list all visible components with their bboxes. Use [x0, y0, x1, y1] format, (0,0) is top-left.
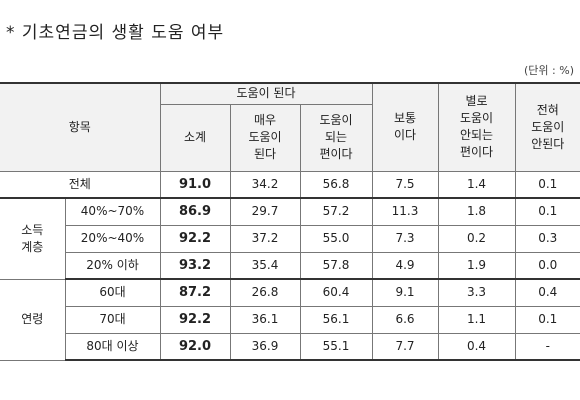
- text-line: 된다: [253, 147, 277, 161]
- data-row: 80대 이상 92.0 36.9 55.1 7.7 0.4-: [0, 332, 580, 361]
- value-cell: 36.1: [229, 305, 301, 334]
- value-cell: 92.0: [159, 332, 231, 361]
- value-cell: 7.7: [371, 332, 439, 361]
- text-line: 안되는: [459, 128, 494, 143]
- value-cell: 7.5: [371, 170, 439, 199]
- text-line: 계층: [21, 239, 44, 254]
- text-line: 매우: [253, 113, 277, 127]
- value-cell: 7.3: [371, 224, 439, 253]
- value-cell: 35.4: [229, 251, 301, 280]
- header-cell: 소계: [160, 103, 231, 172]
- data-row: 20%~40% 92.2 37.2 55.0 7.3 0.2 0.3: [0, 224, 580, 253]
- header-row: 항목 도움이 된다 보통 이다 별로 도움이 안되는 편이다 전혀 도움이 안된다: [0, 82, 580, 172]
- value-cell: 3.3: [437, 278, 516, 307]
- value-cell: 1.4: [437, 170, 516, 199]
- value-cell: 11.3: [371, 197, 439, 226]
- row-label: 40%~70%: [64, 197, 161, 226]
- value-cell: 36.9: [229, 332, 301, 361]
- data-row: 전체 91.0 34.2 56.8 7.5 1.4 0.1: [0, 170, 580, 199]
- group-label: 연령: [0, 278, 66, 361]
- value-cell: 56.1: [299, 305, 373, 334]
- value-cell: 55.1: [299, 332, 373, 361]
- header-cell: 항목: [0, 82, 161, 172]
- text-line: 도움이: [319, 113, 353, 127]
- row-label: 20%~40%: [65, 224, 161, 253]
- row-label: 20% 이하: [65, 251, 161, 280]
- title: * 기초연금의 생활 도움 여부: [6, 23, 225, 43]
- value-cell: 26.8: [229, 278, 301, 307]
- text-line: 도움이: [531, 119, 565, 134]
- value-cell: 0.1: [514, 305, 580, 334]
- text-line: 도움이: [248, 130, 282, 144]
- value-cell: 57.2: [299, 197, 373, 226]
- text-line: 되는: [324, 130, 348, 144]
- value-cell: 1.1: [437, 305, 516, 334]
- value-cell: 57.8: [299, 251, 373, 280]
- data-row: 20% 이하 93.2 35.4 57.8 4.9 1.9 0.0: [0, 251, 580, 280]
- value-cell: 0.4: [437, 332, 516, 361]
- text-line: 이다: [393, 128, 417, 143]
- value-cell: 92.2: [159, 305, 231, 334]
- text-line: 소계: [183, 130, 207, 144]
- value-cell: 34.2: [229, 170, 301, 199]
- value-cell: 60.4: [299, 278, 373, 307]
- text-line: 전혀: [536, 102, 559, 117]
- text-line: 소득: [21, 222, 44, 237]
- value-cell: 0.2: [437, 224, 516, 253]
- value-cell: 93.2: [159, 251, 231, 280]
- data-row: 연령 60대 87.2 26.8 60.4 9.1 3.3 0.4: [0, 278, 580, 361]
- row-label: 70대: [65, 305, 161, 334]
- value-cell: 86.9: [159, 197, 231, 226]
- value-cell: 92.2: [159, 224, 231, 253]
- text-line: 편이다: [459, 145, 494, 160]
- value-cell: 9.1: [371, 278, 439, 307]
- unit-note: (단위 : %): [524, 64, 574, 77]
- text-line: 별로: [465, 94, 488, 109]
- value-cell: 6.6: [371, 305, 439, 334]
- value-cell: 0.1: [514, 170, 580, 199]
- text-line: 보통: [393, 111, 417, 126]
- value-cell: 1.9: [437, 251, 516, 280]
- value-cell: 91.0: [159, 170, 231, 199]
- value-cell: 0.3: [514, 224, 580, 253]
- value-cell: 1.8: [437, 197, 516, 226]
- text-line: 편이다: [319, 147, 353, 161]
- text-line: 연령: [21, 312, 44, 326]
- value-cell: 55.0: [299, 224, 373, 253]
- value-cell: 29.7: [229, 197, 301, 226]
- value-cell: 4.9: [371, 251, 439, 280]
- value-cell: 37.2: [229, 224, 301, 253]
- text-line: 안된다: [531, 136, 565, 151]
- data-row: 70대 92.2 36.1 56.1 6.6 1.1 0.1: [0, 305, 580, 334]
- value-cell: 87.2: [159, 278, 231, 307]
- header-cell: 도움이 된다: [159, 82, 373, 105]
- row-label: 전체: [0, 170, 161, 199]
- value-cell: -: [514, 332, 580, 361]
- row-label: 80대 이상: [65, 332, 161, 361]
- table: 항목 도움이 된다 보통 이다 별로 도움이 안되는 편이다 전혀 도움이 안된다 소계 매우 도움이 된다…: [0, 82, 580, 361]
- row-label: 60대: [64, 278, 161, 307]
- value-cell: 0.1: [514, 197, 580, 226]
- value-cell: 0.0: [514, 251, 580, 280]
- value-cell: 56.8: [299, 170, 373, 199]
- data-row: 소득 계층 40%~70% 86.9 29.7 57.2 11.3 1.8 0.1: [0, 197, 580, 280]
- text-line: 도움이: [459, 111, 494, 126]
- value-cell: 0.4: [514, 278, 580, 307]
